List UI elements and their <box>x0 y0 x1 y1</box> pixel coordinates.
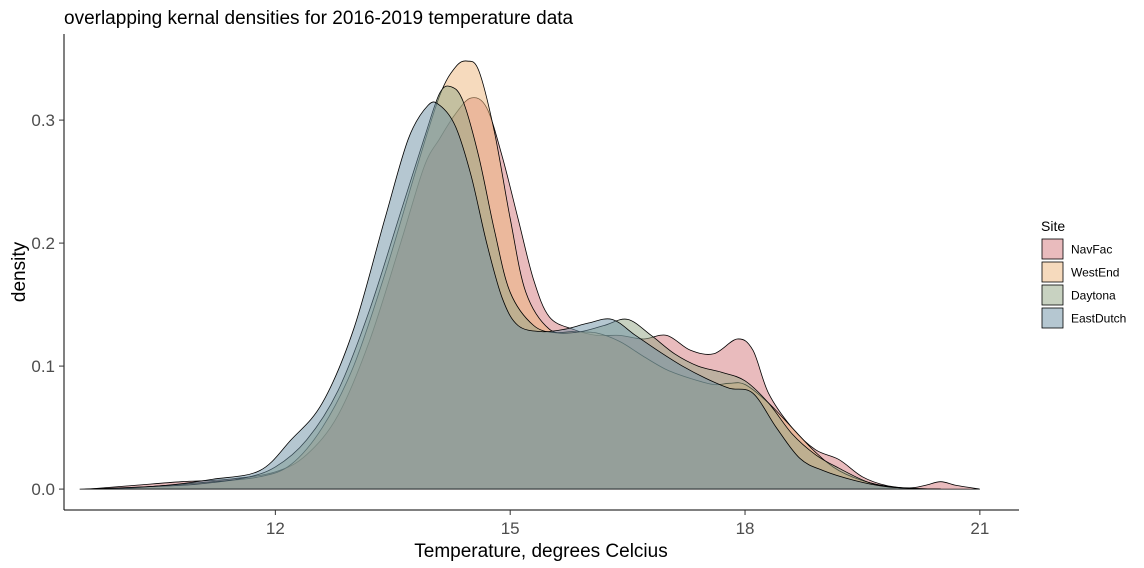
y-tick-label: 0.3 <box>31 111 55 130</box>
legend-label-daytona: Daytona <box>1071 289 1116 303</box>
x-axis-title: Temperature, degrees Celcius <box>414 541 667 562</box>
y-tick-label: 0.2 <box>31 234 55 253</box>
y-axis-title: density <box>9 241 30 302</box>
legend-title: Site <box>1041 218 1065 234</box>
legend-swatch-eastdutch <box>1041 307 1064 329</box>
x-tick-label: 15 <box>501 519 520 538</box>
density-area-eastdutch <box>79 101 926 490</box>
legend-label-westend: WestEnd <box>1071 266 1119 280</box>
y-tick-label: 0.1 <box>31 357 55 376</box>
legend-swatch-westend <box>1041 261 1064 283</box>
chart-title: overlapping kernal densities for 2016-20… <box>64 8 574 29</box>
x-tick-label: 21 <box>970 519 989 538</box>
x-ticks: 12 15 18 21 <box>266 510 989 538</box>
density-areas <box>79 60 980 490</box>
legend: Site NavFac WestEnd Daytona EastDutch <box>1041 218 1126 329</box>
y-ticks: 0.0 0.1 0.2 0.3 <box>31 111 64 499</box>
legend-label-eastdutch: EastDutch <box>1071 312 1126 326</box>
x-tick-label: 18 <box>736 519 755 538</box>
legend-swatch-daytona <box>1041 284 1064 306</box>
legend-swatch-navfac <box>1041 238 1064 260</box>
legend-label-navfac: NavFac <box>1071 243 1112 257</box>
x-tick-label: 12 <box>266 519 285 538</box>
y-tick-label: 0.0 <box>31 480 55 499</box>
